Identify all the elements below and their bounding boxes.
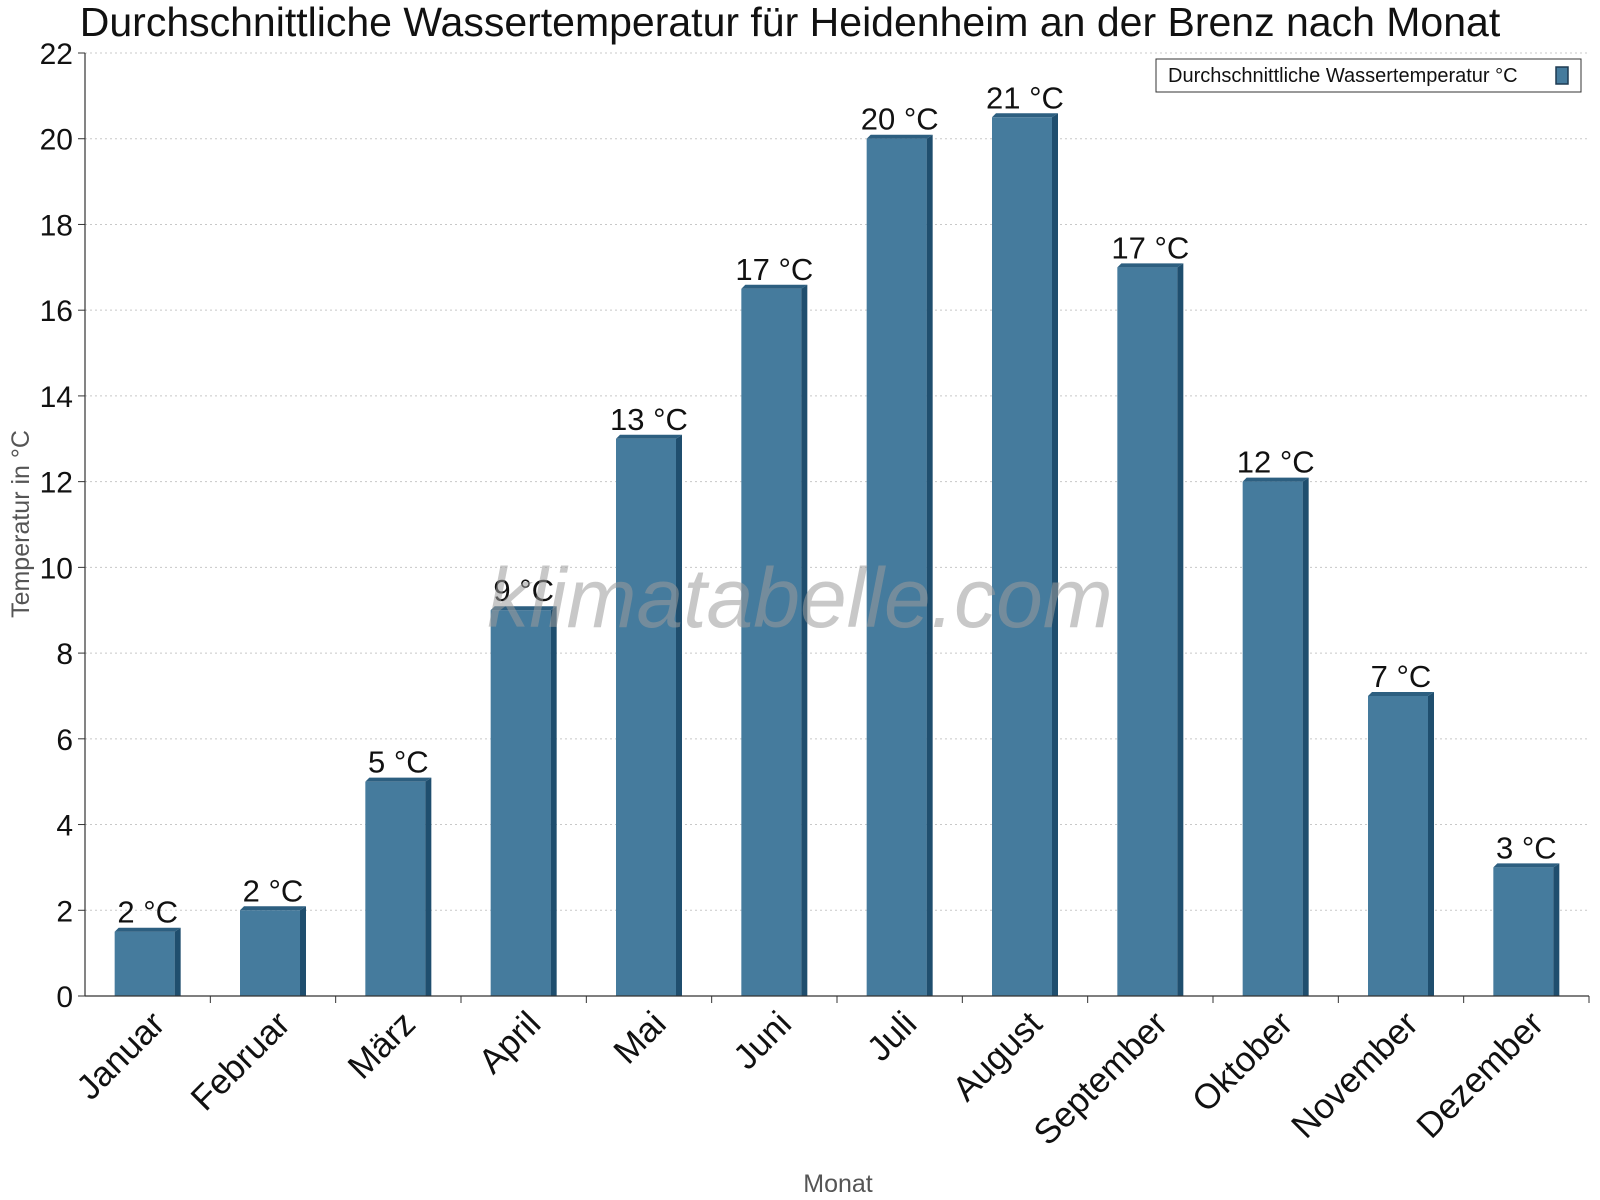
- legend-label: Durchschnittliche Wassertemperatur °C: [1168, 65, 1518, 87]
- bar-top: [741, 284, 808, 289]
- x-category-label: Oktober: [1185, 1004, 1301, 1120]
- x-category-label: Januar: [69, 1004, 172, 1107]
- bar-top: [1368, 691, 1434, 696]
- bar-top: [1493, 863, 1560, 868]
- bar-top: [616, 434, 682, 439]
- data-label: 7 °C: [1371, 659, 1432, 694]
- bar: [1493, 867, 1554, 996]
- y-tick-label: 0: [56, 981, 73, 1014]
- bar-side: [1428, 691, 1434, 996]
- y-tick-label: 2: [56, 895, 73, 928]
- bar-side: [300, 906, 306, 996]
- bar-top: [1117, 263, 1184, 268]
- data-label: 13 °C: [610, 402, 688, 437]
- bar: [114, 931, 175, 996]
- bars: [114, 113, 1560, 997]
- y-tick-label: 14: [40, 381, 73, 414]
- bar-side: [676, 434, 682, 997]
- bar: [1368, 695, 1428, 996]
- bar-side: [174, 927, 181, 996]
- x-category-label: Dezember: [1409, 1004, 1551, 1146]
- watermark: klimatabelle.com: [487, 551, 1113, 645]
- y-axis-title: Temperatur in °C: [7, 430, 35, 618]
- bar-side: [550, 606, 557, 996]
- legend-swatch: [1555, 66, 1569, 85]
- chart-title: Durchschnittliche Wassertemperatur für H…: [80, 0, 1501, 45]
- bar: [365, 781, 426, 996]
- y-tick-label: 20: [40, 124, 73, 157]
- y-tick-label: 4: [56, 810, 73, 843]
- y-tick-label: 18: [40, 209, 73, 242]
- grid-lines: [85, 52, 1589, 911]
- bar: [992, 117, 1052, 996]
- y-axis-ticks: 0 2 4 6 8 10 12 14 16 18 20 22: [40, 38, 85, 1014]
- data-label: 17 °C: [1111, 230, 1189, 265]
- bar: [616, 438, 676, 997]
- data-labels: 2 °C 2 °C 5 °C 9 °C 13 °C 17 °C 20 °C 21 °C 17 °…: [117, 80, 1556, 929]
- x-category-label: September: [1026, 1004, 1175, 1153]
- legend-box: [1155, 58, 1582, 93]
- y-tick-label: 10: [40, 552, 73, 585]
- y-tick-label: 8: [56, 638, 73, 671]
- x-category-label: August: [945, 1004, 1050, 1109]
- bar-side: [1052, 113, 1058, 996]
- x-category-label: April: [471, 1004, 548, 1081]
- bar-top: [1242, 477, 1309, 482]
- x-category-label: Juli: [860, 1004, 925, 1069]
- y-tick-label: 12: [40, 467, 73, 500]
- data-label: 12 °C: [1237, 445, 1315, 480]
- data-label: 2 °C: [117, 895, 178, 930]
- bar-top: [240, 906, 306, 911]
- y-tick-label: 22: [40, 38, 73, 71]
- y-tick-label: 16: [40, 295, 73, 328]
- bar: [490, 610, 551, 996]
- x-axis-title: Monat: [803, 1170, 873, 1198]
- y-tick-label: 6: [56, 724, 73, 757]
- bar-side: [1302, 477, 1309, 996]
- x-category-label: Februar: [183, 1004, 297, 1118]
- data-label: 5 °C: [368, 745, 429, 780]
- bar-top: [114, 927, 181, 932]
- bar-top: [866, 134, 933, 139]
- x-axis-categories: Januar Februar März April Mai Juni Juli AugustS…: [69, 996, 1590, 1153]
- bar-side: [801, 284, 808, 996]
- data-label: 3 °C: [1496, 830, 1557, 865]
- bar-side: [926, 134, 933, 996]
- bar-side: [1177, 263, 1184, 996]
- bar-top: [490, 606, 557, 611]
- bar-top: [992, 113, 1058, 118]
- x-category-label: März: [340, 1004, 423, 1087]
- bar: [741, 288, 802, 996]
- bar: [1117, 267, 1178, 996]
- bar-side: [1553, 863, 1560, 996]
- data-label: 17 °C: [735, 252, 813, 287]
- x-category-label: Juni: [726, 1004, 799, 1077]
- bar: [240, 910, 300, 996]
- x-category-label: Mai: [606, 1004, 673, 1071]
- bar-side: [425, 777, 432, 996]
- bar: [866, 138, 927, 996]
- x-category-label: November: [1284, 1004, 1426, 1146]
- data-label: 2 °C: [243, 873, 304, 908]
- data-label: 20 °C: [861, 102, 939, 137]
- bar-top: [365, 777, 432, 782]
- bar: [1242, 481, 1303, 996]
- data-label: 21 °C: [986, 80, 1064, 115]
- legend: Durchschnittliche Wassertemperatur °C: [1155, 58, 1582, 93]
- data-label: 9 °C: [493, 573, 554, 608]
